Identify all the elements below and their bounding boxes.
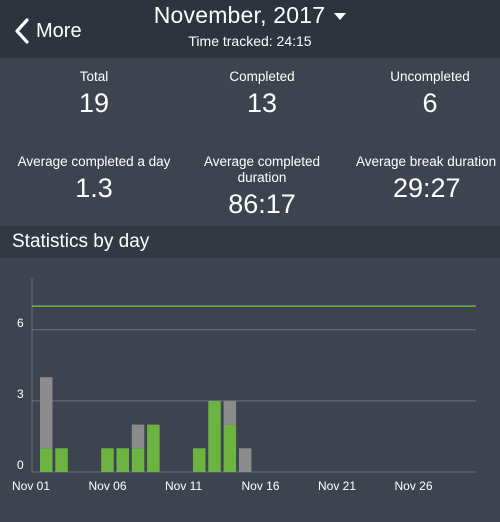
back-button-label: More	[36, 19, 82, 42]
section-header: Statistics by day	[0, 226, 500, 258]
x-tick-label: Nov 26	[395, 479, 433, 493]
navigation-bar: More November, 2017 Time tracked: 24:15	[0, 0, 500, 58]
bar-uncompleted-day-13	[223, 400, 237, 425]
stat-label: Average break duration	[356, 154, 497, 169]
x-tick-label: Nov 01	[12, 479, 50, 493]
page-title: November, 2017	[153, 2, 326, 28]
y-tick-label: 0	[17, 458, 24, 472]
stat-average-break-duration: Average break duration 29:27	[356, 154, 500, 204]
stat-label: Uncompleted	[390, 69, 470, 84]
stat-label: Completed	[229, 69, 295, 84]
month-selector[interactable]: November, 2017	[0, 2, 500, 29]
stat-value: 86:17	[228, 189, 296, 219]
bar-completed-day-7	[131, 448, 145, 472]
stat-value: 1.3	[75, 173, 113, 203]
y-tick-label: 6	[17, 316, 24, 330]
x-tick-label: Nov 06	[89, 479, 127, 493]
bar-uncompleted-day-14	[238, 448, 252, 472]
stat-average-completed-duration: Average completed duration 86:17	[196, 154, 328, 220]
stat-total: Total 19	[0, 69, 188, 119]
x-tick-label: Nov 16	[242, 479, 280, 493]
caret-down-icon	[334, 12, 347, 20]
time-tracked-text: Time tracked: 24:15	[188, 33, 312, 49]
bar-completed-day-2	[55, 448, 68, 472]
stat-label: Average completed duration	[203, 154, 321, 185]
stat-label: Average completed a day	[17, 154, 171, 169]
stat-uncompleted: Uncompleted 6	[336, 69, 500, 119]
bar-uncompleted-day-1	[40, 377, 53, 449]
stat-average-completed-day: Average completed a day 1.3	[0, 154, 188, 204]
bar-completed-day-13	[223, 424, 237, 472]
stat-completed: Completed 13	[168, 69, 356, 119]
stat-label: Total	[79, 69, 109, 84]
stat-value: 13	[246, 88, 278, 118]
bar-completed-day-12	[208, 400, 221, 472]
bar-uncompleted-day-7	[131, 424, 145, 449]
chevron-left-icon	[15, 18, 29, 44]
summary-stats: Total 19 Completed 13 Uncompleted 6 Aver…	[0, 58, 500, 226]
bar-completed-day-11	[193, 448, 206, 472]
bar-chart: 0 3 6 Nov 01 Nov 06 Nov 11 Nov 16 Nov 21 Nov 26	[12, 278, 476, 493]
y-tick-label: 3	[17, 387, 24, 401]
x-tick-label: Nov 21	[318, 479, 356, 493]
daily-statistics-chart: 0 3 6 Nov 01 Nov 06 Nov 11 Nov 16 Nov 21 Nov 26	[0, 258, 500, 522]
stat-value: 6	[422, 88, 438, 118]
stat-value: 29:27	[393, 173, 461, 203]
stat-value: 19	[78, 88, 110, 118]
bar-completed-day-8	[147, 424, 160, 472]
bar-completed-day-6	[116, 448, 129, 472]
bar-completed-day-1	[40, 448, 53, 472]
section-title: Statistics by day	[12, 231, 150, 252]
x-tick-label: Nov 11	[165, 479, 202, 493]
bar-completed-day-5	[101, 448, 114, 472]
back-button[interactable]: More	[14, 16, 82, 46]
